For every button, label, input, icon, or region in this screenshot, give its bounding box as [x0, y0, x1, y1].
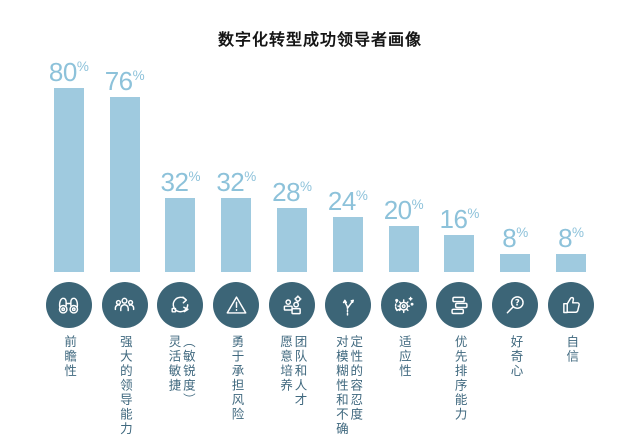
value-label: 8% [558, 225, 584, 251]
bar [53, 88, 84, 272]
chart-column: 32% 灵活敏捷 （敏锐度） [153, 56, 209, 437]
bar [165, 198, 196, 272]
branch-arrows-icon [324, 282, 371, 328]
thumbs-up-icon [548, 282, 595, 328]
value-number: 24 [327, 185, 356, 216]
chart-column: 8%? 好奇心 [487, 56, 543, 437]
bar-zone: 20% [376, 56, 432, 272]
percent-sign: % [300, 178, 313, 194]
value-number: 76 [104, 66, 133, 97]
bar-zone: 32% [153, 56, 209, 272]
bar-zone: 8% [487, 56, 543, 272]
bar [277, 207, 308, 272]
value-label: 80% [49, 59, 89, 85]
category-label: 灵活敏捷 （敏锐度） [166, 335, 195, 408]
chart-columns: 80% 前瞻性 76% 强大的领导能力 32% 灵活敏捷 （敏锐度） 32% 勇于承担风险 28… [41, 56, 599, 437]
chart-column: 20% 适应性 [376, 56, 432, 437]
bar [556, 253, 587, 272]
category-label: 勇于承担风险 [229, 335, 244, 422]
category-label: 好奇心 [508, 335, 523, 379]
value-number: 32 [216, 167, 245, 198]
bar [500, 253, 531, 272]
value-number: 20 [383, 195, 412, 225]
bar-zone: 28% [264, 56, 320, 272]
percent-sign: % [572, 224, 585, 240]
chart-column: 80% 前瞻性 [41, 56, 97, 437]
percent-sign: % [76, 59, 89, 74]
percent-sign: % [516, 224, 529, 240]
bar-zone: 8% [543, 56, 599, 272]
value-number: 32 [160, 167, 189, 198]
percent-sign: % [244, 169, 257, 185]
value-number: 8 [558, 222, 573, 253]
category-label: 适应性 [396, 335, 411, 379]
value-label: 32% [216, 169, 256, 195]
bar-zone: 24% [320, 56, 376, 272]
chart-column: 8% 自信 [543, 56, 599, 437]
category-label: 优先排序能力 [452, 335, 467, 422]
team-icon [101, 282, 148, 328]
category-label: 对模糊性和不确 定性的容忍度 [333, 335, 363, 437]
value-label: 32% [161, 169, 201, 195]
chart-column: 76% 强大的领导能力 [97, 56, 153, 437]
bar [444, 235, 475, 272]
bar [221, 198, 252, 272]
agile-cycle-icon [157, 282, 204, 328]
chart-column: 24% 对模糊性和不确 定性的容忍度 [320, 56, 376, 437]
value-label: 24% [328, 188, 368, 214]
chart-column: 16% 优先排序能力 [432, 56, 488, 437]
percent-sign: % [411, 197, 424, 212]
value-label: 16% [440, 206, 480, 232]
category-label: 前瞻性 [62, 335, 77, 379]
value-number: 16 [439, 204, 468, 235]
curiosity-magnifier-icon: ? [492, 282, 539, 328]
bar-zone: 16% [432, 56, 488, 272]
percent-sign: % [467, 206, 480, 222]
category-label: 强大的领导能力 [117, 335, 132, 437]
bar-zone: 76% [97, 56, 153, 272]
bar-zone: 80% [41, 56, 97, 272]
value-label: 28% [272, 179, 312, 205]
percent-sign: % [188, 169, 201, 185]
percent-sign: % [132, 68, 145, 84]
bar [388, 226, 419, 272]
bar [109, 97, 140, 272]
value-label: 76% [105, 68, 145, 94]
category-label: 自信 [564, 335, 579, 364]
chart-column: 32% 勇于承担风险 [208, 56, 264, 437]
value-number: 28 [272, 176, 301, 207]
priority-stack-icon [436, 282, 483, 328]
bar-zone: 32% [208, 56, 264, 272]
svg-text:?: ? [515, 297, 520, 307]
category-label: 愿意培养 团队和人才 [278, 335, 307, 408]
value-label: 20% [384, 197, 424, 223]
binoculars-icon [45, 282, 92, 328]
risk-triangle-icon [213, 282, 260, 328]
value-number: 8 [502, 222, 517, 253]
value-label: 8% [502, 225, 528, 251]
chart-title: 数字化转型成功领导者画像 [217, 32, 422, 49]
bar-chart: 80% 前瞻性 76% 强大的领导能力 32% 灵活敏捷 （敏锐度） 32% 勇于承担风险 28… [41, 56, 599, 437]
value-number: 80 [48, 57, 77, 87]
percent-sign: % [355, 187, 368, 203]
chart-column: 28% 愿意培养 团队和人才 [264, 56, 320, 437]
adapt-gear-icon [380, 282, 427, 328]
bar [332, 216, 363, 272]
talent-development-icon [269, 282, 316, 328]
